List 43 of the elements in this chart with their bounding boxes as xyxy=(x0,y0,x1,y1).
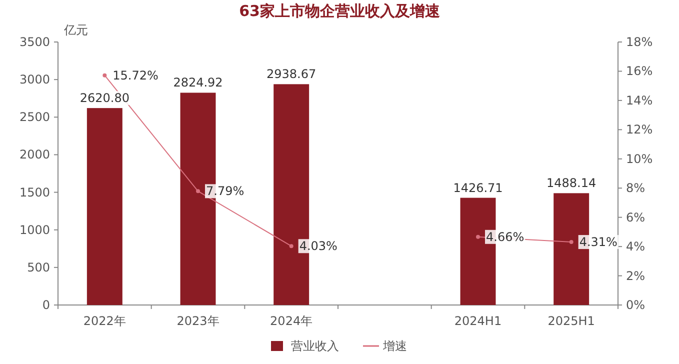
x-tick-label: 2023年 xyxy=(176,314,220,328)
point xyxy=(196,189,200,194)
y2-tick-label: 18% xyxy=(626,35,653,49)
y2-tick-label: 16% xyxy=(626,64,653,78)
y-tick-label: 1500 xyxy=(19,185,50,200)
legend-label: 营业收入 xyxy=(291,339,339,353)
y2-tick-label: 8% xyxy=(626,181,646,196)
x-tick-label: 2025H1 xyxy=(548,314,595,328)
y2-tick-label: 6% xyxy=(626,210,646,224)
y2-tick-label: 4% xyxy=(626,240,646,254)
y-tick-label: 0 xyxy=(42,298,50,312)
x-tick-label: 2024年 xyxy=(270,314,313,328)
data-label: 2620.80 xyxy=(80,91,130,106)
legend-label: 增速 xyxy=(382,339,407,353)
y-tick-label: 3000 xyxy=(19,72,50,87)
data-label: 2824.92 xyxy=(173,76,223,90)
y-axis-title: 亿元 xyxy=(63,23,88,37)
data-label: 15.72% xyxy=(112,68,158,82)
data-label: 2938.67 xyxy=(266,67,316,82)
point xyxy=(289,244,294,248)
y-tick-label: 2500 xyxy=(19,110,50,124)
y-tick-label: 2000 xyxy=(19,148,50,162)
point xyxy=(476,234,480,239)
chart-title: 63家上市物企营业收入及增速 xyxy=(239,2,441,20)
data-label: 1488.14 xyxy=(546,176,596,190)
data-label: 4.03% xyxy=(299,239,338,254)
point xyxy=(569,240,574,244)
y2-tick-label: 2% xyxy=(626,268,646,283)
y2-tick-label: 0% xyxy=(626,298,646,312)
y2-tick-label: 10% xyxy=(626,152,653,166)
point xyxy=(102,73,107,78)
data-label: 4.31% xyxy=(579,235,618,250)
y2-tick-label: 12% xyxy=(626,122,653,137)
x-tick-label: 2024H1 xyxy=(454,314,502,328)
bar xyxy=(86,108,122,305)
data-label: 7.79% xyxy=(206,184,244,198)
data-label: 4.66% xyxy=(486,230,524,244)
data-label: 1426.71 xyxy=(453,180,503,195)
y-tick-label: 3500 xyxy=(19,35,50,49)
y2-tick-label: 14% xyxy=(626,93,653,108)
x-tick-label: 2022年 xyxy=(83,314,126,328)
y-tick-label: 500 xyxy=(27,260,50,274)
y-tick-label: 1000 xyxy=(19,222,50,237)
